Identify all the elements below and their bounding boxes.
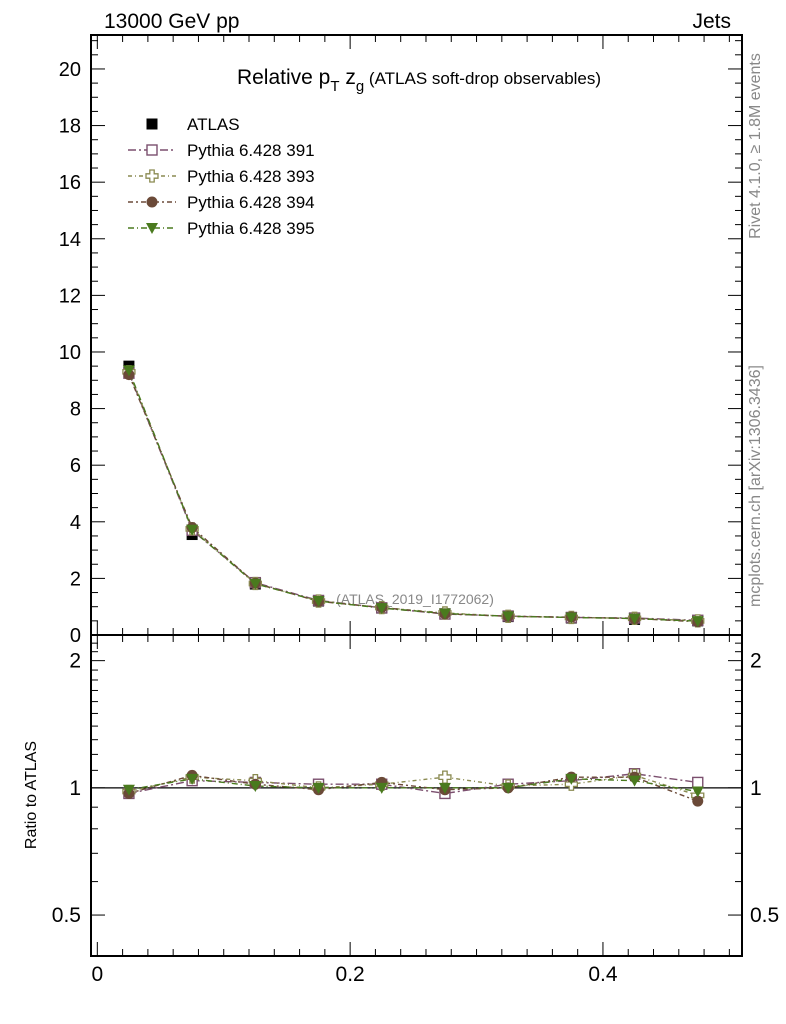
series-markers [122,360,705,807]
ratio-data-point [312,782,325,794]
legend: ATLAS Pythia 6.428 391 Pythia 6.428 393 Pyt… [128,115,315,238]
ratio-y-tick-label-right: 1 [750,777,762,800]
main-data-point [628,613,641,625]
ratio-data-point [691,786,704,798]
title-mid: z [340,66,356,89]
series-lines [128,370,699,802]
main-y-tick-label: 12 [59,285,81,307]
x-tick-label: 0.2 [336,963,365,986]
main-y-tick-label: 0 [70,625,81,647]
rivet-label: Rivet 4.1.0, ≥ 1.8M events [747,53,764,239]
ratio-data-point [628,775,641,787]
ratio-data-point [502,782,515,794]
legend-marker [146,196,158,208]
ratio-y-label: Ratio to ATLAS [23,741,40,849]
x-tick-label: 0.4 [588,963,618,986]
analysis-watermark: (ATLAS_2019_I1772062) [336,591,494,607]
energy-label: 13000 GeV pp [104,10,239,33]
ratio-data-point [565,773,578,785]
main-y-tick-label: 14 [59,229,81,251]
main-y-tick-label: 4 [70,512,81,534]
main-data-point [565,612,578,624]
axis-ticks [91,35,742,957]
title-main: Relative p [237,66,330,89]
legend-marker [146,118,158,130]
main-data-point [438,608,451,620]
ratio-data-point [438,770,452,784]
main-data-point [502,611,515,623]
title-sub1: T [330,78,339,95]
main-y-tick-label: 6 [70,455,81,477]
main-series-line [128,372,698,621]
main-y-tick-label: 18 [59,116,81,138]
ratio-data-point [692,776,704,789]
main-y-tick-label: 10 [59,342,81,364]
legend-label: Pythia 6.428 393 [187,167,315,186]
ratio-data-point [692,795,704,807]
ratio-data-point [249,781,262,793]
ratio-y-tick-label: 2 [69,650,81,673]
main-series-line [128,374,698,623]
main-y-tick-label: 20 [59,59,81,81]
chart-title: Relative pT zg (ATLAS soft-drop observab… [237,66,601,95]
title-tail: (ATLAS soft-drop observables) [364,69,601,88]
ratio-y-tick-label-right: 0.5 [750,904,779,927]
main-data-point [249,578,262,590]
main-series-line [128,370,698,622]
ratio-data-point [122,784,135,796]
ratio-y-tick-label: 1 [69,777,81,800]
main-data-point [186,524,199,536]
ratio-series-line [128,773,698,795]
main-series-line [128,371,698,622]
ratio-data-point [375,782,388,794]
main-data-point [122,365,135,377]
ratio-series-line [128,774,698,797]
ratio-y-tick-label: 0.5 [52,904,81,927]
legend-label: Pythia 6.428 394 [187,193,315,212]
mcplots-label: mcplots.cern.ch [arXiv:1306.3436] [747,365,764,607]
legend-marker [146,144,158,156]
main-y-tick-label: 16 [59,172,81,194]
process-label: Jets [692,10,731,33]
legend-marker [145,169,159,183]
ratio-y-tick-label-right: 2 [750,650,762,673]
main-y-tick-label: 8 [70,399,81,421]
main-data-point [312,596,325,608]
ratio-series-line [128,774,699,802]
main-y-tick-label: 2 [70,568,81,590]
legend-label: Pythia 6.428 391 [187,141,315,160]
main-data-point [375,603,388,615]
ratio-data-point [186,773,199,785]
ratio-data-point [438,782,451,794]
legend-label: Pythia 6.428 395 [187,219,315,238]
x-tick-label: 0 [91,963,103,986]
main-data-point [691,616,704,628]
ratio-panel-frame [90,634,743,957]
legend-marker [146,223,158,234]
ratio-series-line [128,778,698,793]
title-sub2: g [356,78,364,95]
legend-label: ATLAS [187,115,240,134]
